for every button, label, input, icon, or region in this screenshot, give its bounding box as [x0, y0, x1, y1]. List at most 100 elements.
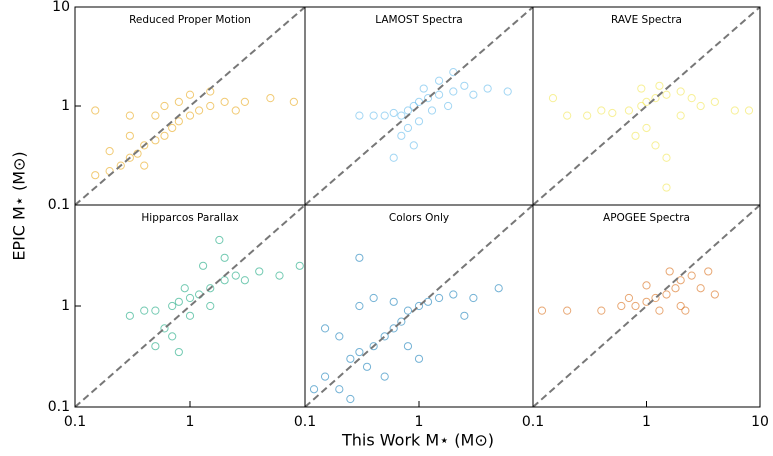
point [346, 354, 355, 363]
point [151, 306, 160, 315]
point [617, 301, 626, 311]
point [346, 394, 355, 404]
point [389, 324, 398, 333]
panel: LAMOST Spectra [304, 6, 534, 206]
point [240, 276, 249, 285]
point [710, 97, 719, 107]
points [548, 81, 754, 192]
x-axis-label: This Work M⋆ (M⊙) [341, 431, 494, 450]
point [355, 301, 364, 311]
point [309, 385, 319, 394]
point [642, 281, 651, 290]
point [199, 261, 208, 270]
point [369, 293, 378, 303]
panel: Reduced Proper Motion 0.1 1 10 [48, 0, 306, 213]
point [168, 123, 177, 133]
y-tick-label: 0.1 [48, 197, 70, 213]
panel-title: APOGEE Spectra [603, 212, 690, 224]
identity-line [75, 7, 305, 205]
point [651, 141, 660, 150]
point [215, 235, 224, 245]
points [355, 68, 512, 162]
point [469, 293, 478, 303]
point [125, 311, 134, 320]
point [397, 131, 406, 140]
point [140, 141, 149, 150]
point [220, 97, 229, 107]
identity-line [305, 205, 533, 407]
point [662, 183, 671, 192]
point [631, 301, 640, 311]
point [240, 97, 249, 107]
y-tick-label: 10 [52, 0, 70, 15]
point [624, 106, 634, 115]
point [389, 297, 398, 306]
point [503, 87, 512, 96]
point [160, 324, 169, 333]
point [231, 271, 240, 280]
point [231, 106, 240, 115]
point [419, 84, 428, 93]
point [665, 267, 674, 276]
point [266, 94, 275, 103]
x-tick-label: 1 [415, 414, 424, 430]
point [460, 81, 469, 90]
point [403, 342, 413, 351]
point [362, 362, 372, 371]
point [125, 111, 134, 120]
point [449, 290, 458, 299]
point [289, 97, 298, 107]
point [195, 106, 204, 115]
panel-title: LAMOST Spectra [375, 14, 462, 26]
point [151, 342, 160, 351]
point [206, 101, 215, 111]
point [174, 347, 183, 357]
point [320, 324, 330, 333]
point [275, 271, 284, 280]
point [434, 76, 444, 85]
point [335, 385, 344, 394]
point [409, 141, 418, 150]
point [105, 147, 114, 156]
point [631, 131, 640, 140]
point [563, 111, 572, 120]
point [403, 106, 413, 115]
point [651, 293, 660, 303]
point [655, 306, 664, 315]
panel-title: Reduced Proper Motion [129, 14, 251, 26]
point [414, 97, 424, 107]
point [460, 311, 469, 320]
point [637, 84, 646, 93]
point [206, 301, 215, 311]
point [185, 293, 195, 303]
point [651, 94, 660, 103]
point [180, 284, 189, 293]
point [449, 87, 458, 96]
point [355, 253, 364, 262]
point [403, 306, 413, 315]
point [397, 111, 406, 120]
point [389, 153, 398, 162]
point [174, 97, 183, 107]
point [168, 332, 177, 341]
point [469, 90, 478, 99]
point [730, 106, 739, 115]
point [389, 108, 398, 118]
point [168, 301, 177, 311]
point [403, 123, 413, 133]
identity-line [533, 205, 760, 407]
y-tick-label: 1 [61, 298, 70, 314]
point [423, 94, 433, 103]
point [380, 332, 389, 341]
x-tick-label: 0.1 [294, 414, 316, 430]
y-tick-label: 0.1 [48, 399, 70, 415]
point [125, 131, 134, 140]
point [681, 306, 690, 315]
point [140, 161, 149, 170]
point [151, 111, 160, 120]
points [309, 253, 503, 404]
point [744, 106, 754, 115]
point [380, 372, 389, 381]
point [423, 297, 433, 306]
point [295, 261, 304, 270]
